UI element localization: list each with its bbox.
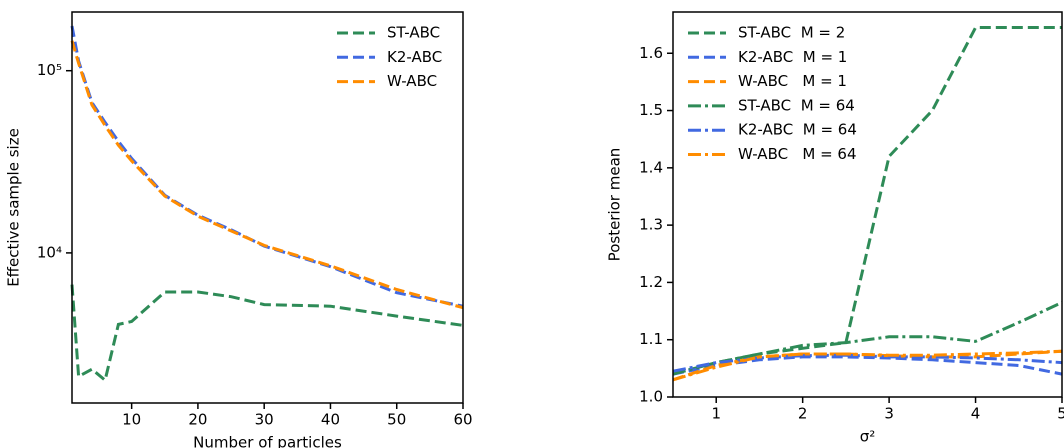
x-tick-label: 4 <box>971 405 981 423</box>
x-tick-label: 60 <box>453 411 472 429</box>
series-line <box>672 301 1063 376</box>
legend-label: ST-ABC M = 2 <box>738 24 845 42</box>
legend-label: ST-ABC <box>387 24 440 42</box>
x-tick-label: 1 <box>711 405 721 423</box>
legend-label: W-ABC M = 64 <box>738 145 857 163</box>
x-tick-label: 2 <box>798 405 808 423</box>
y-axis-label: Effective sample size <box>5 128 23 287</box>
x-tick-label: 50 <box>387 411 406 429</box>
x-tick-label: 5 <box>1057 405 1064 423</box>
x-tick-label: 40 <box>321 411 340 429</box>
series-line <box>672 349 1063 382</box>
x-tick-label: 10 <box>122 411 141 429</box>
series-line <box>70 284 464 383</box>
plot-frame <box>672 11 1063 398</box>
series-line <box>70 40 464 310</box>
legend-label: K2-ABC <box>387 48 442 66</box>
x-tick-label: 3 <box>884 405 894 423</box>
y-tick-label: 10⁵ <box>37 61 62 79</box>
series-line <box>672 26 1062 376</box>
y-tick-label: 1.0 <box>639 388 663 406</box>
y-tick-label: 10⁴ <box>37 243 62 261</box>
x-tick-label: 30 <box>255 411 274 429</box>
legend-label: W-ABC <box>387 72 437 90</box>
legend-label: W-ABC M = 1 <box>738 72 847 90</box>
legend-label: K2-ABC M = 1 <box>738 48 847 66</box>
x-axis-label: Number of particles <box>193 434 342 448</box>
y-tick-label: 1.2 <box>639 273 663 291</box>
series-line <box>70 25 464 308</box>
y-tick-label: 1.5 <box>639 101 663 119</box>
x-tick-label: 20 <box>188 411 207 429</box>
y-tick-label: 1.1 <box>639 330 663 348</box>
x-axis-label: σ² <box>860 428 876 446</box>
y-tick-label: 1.3 <box>639 216 663 234</box>
y-tick-label: 1.4 <box>639 158 663 176</box>
legend-label: K2-ABC M = 64 <box>738 121 857 139</box>
y-tick-label: 1.6 <box>639 44 663 62</box>
y-axis-label: Posterior mean <box>606 148 624 262</box>
legend-label: ST-ABC M = 64 <box>738 96 855 114</box>
plot-frame <box>71 11 464 404</box>
